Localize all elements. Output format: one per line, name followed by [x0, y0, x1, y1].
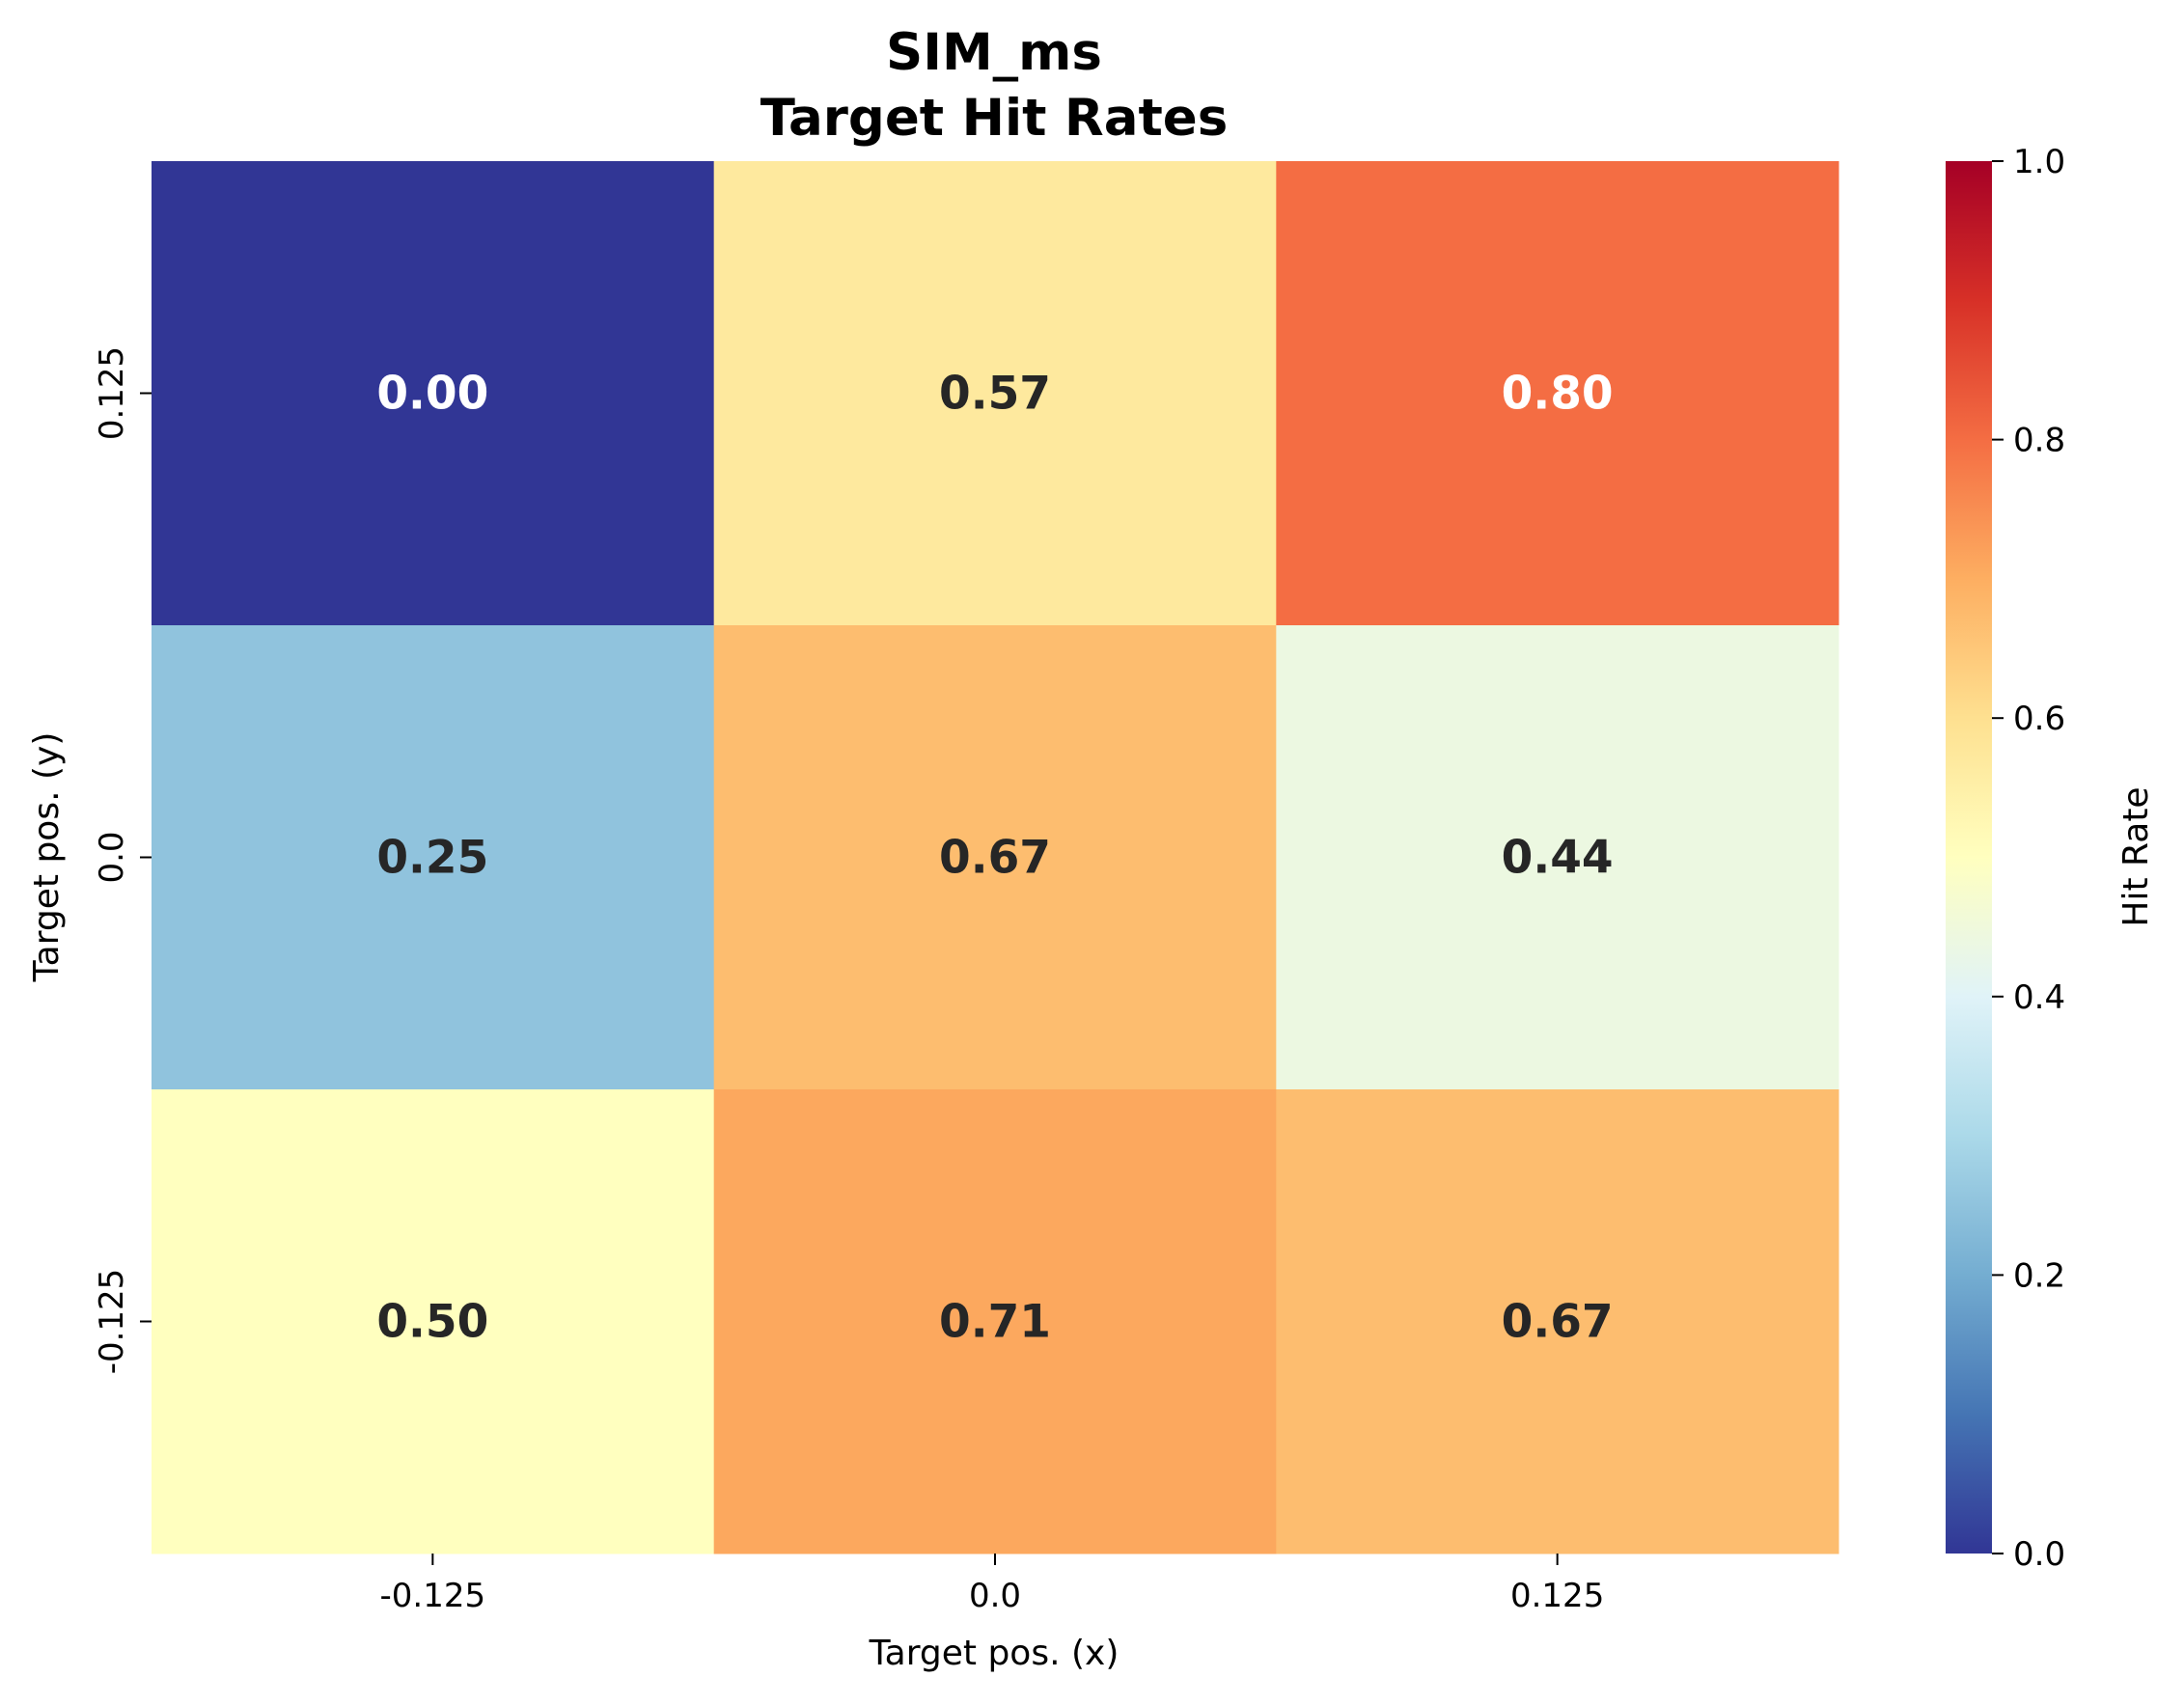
cell-value-label: 0.00 [376, 368, 488, 421]
x-tick-label: -0.125 [380, 1577, 486, 1615]
cell-value-label: 0.25 [376, 832, 488, 885]
colorbar-tick-label: 1.0 [2013, 143, 2065, 181]
heatmap-cell [1276, 1089, 1839, 1554]
y-tick-label: -0.125 [93, 1269, 131, 1375]
y-axis-label: Target pos. (y) [27, 732, 67, 983]
cell-value-label: 0.67 [1502, 1296, 1614, 1349]
colorbar-tick-label: 0.0 [2013, 1535, 2065, 1574]
colorbar [1946, 161, 1992, 1554]
heatmap-cell [713, 625, 1277, 1090]
cell-value-label: 0.44 [1502, 832, 1614, 885]
colorbar-tick-label: 0.8 [2013, 422, 2065, 460]
x-axis-ticks: -0.125 0.0 0.125 [380, 1554, 1604, 1615]
cell-value-label: 0.71 [939, 1296, 1051, 1349]
heatmap-cell-labels: 0.00 0.57 0.80 0.25 0.67 0.44 0.50 0.71 0.67 [376, 368, 1613, 1349]
heatmap-cell [152, 1089, 715, 1554]
colorbar-label: Hit Rate [2116, 786, 2156, 926]
heatmap-cell [713, 1089, 1277, 1554]
chart-title: SIM_ms [886, 23, 1102, 82]
cell-value-label: 0.57 [939, 368, 1051, 421]
cell-value-label: 0.80 [1502, 368, 1614, 421]
colorbar-tick-label: 0.6 [2013, 700, 2065, 738]
heatmap-cell [713, 161, 1277, 626]
x-axis-label: Target pos. (x) [869, 1634, 1120, 1673]
y-axis-ticks: 0.125 0.0 -0.125 [93, 346, 152, 1374]
chart-subtitle: Target Hit Rates [760, 89, 1229, 148]
heatmap-cell [152, 161, 715, 626]
x-tick-label: 0.125 [1510, 1577, 1604, 1615]
heatmap-cell [1276, 625, 1839, 1090]
y-tick-label: 0.125 [93, 346, 131, 440]
colorbar-tick-label: 0.4 [2013, 978, 2065, 1017]
x-tick-label: 0.0 [969, 1577, 1021, 1615]
heatmap-cell [1276, 161, 1839, 626]
y-tick-label: 0.0 [93, 831, 131, 883]
heatmap-cell [152, 625, 715, 1090]
cell-value-label: 0.50 [376, 1296, 488, 1349]
cell-value-label: 0.67 [939, 832, 1051, 885]
colorbar-ticks: 0.0 0.2 0.4 0.6 0.8 1.0 [1992, 143, 2065, 1574]
heatmap-cells [152, 161, 1839, 1554]
colorbar-tick-label: 0.2 [2013, 1256, 2065, 1295]
